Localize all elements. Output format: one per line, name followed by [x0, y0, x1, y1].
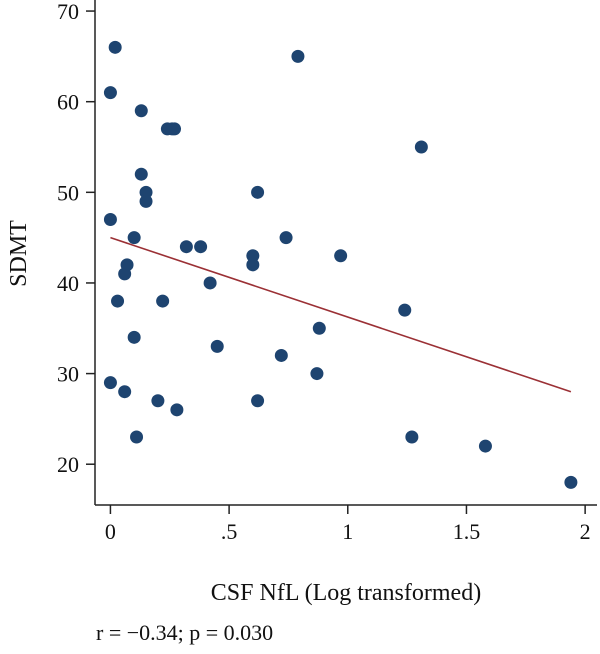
data-point	[405, 430, 419, 444]
data-point	[179, 240, 193, 254]
data-point	[103, 376, 117, 390]
data-point	[118, 385, 132, 399]
y-tick-label: 70	[57, 0, 79, 24]
data-point	[165, 122, 179, 136]
data-point	[246, 258, 260, 272]
data-point	[312, 321, 326, 335]
data-point	[398, 303, 412, 317]
axes	[94, 0, 597, 506]
data-point	[130, 430, 144, 444]
y-tick-label: 30	[57, 362, 79, 387]
data-point	[334, 249, 348, 263]
data-point	[274, 348, 288, 362]
data-point	[279, 231, 293, 245]
data-point	[564, 475, 578, 489]
y-tick-label: 50	[57, 180, 79, 205]
data-point	[127, 330, 141, 344]
data-point	[139, 185, 153, 199]
data-point	[291, 49, 305, 63]
y-tick-label: 40	[57, 271, 79, 296]
data-point	[478, 439, 492, 453]
y-tick-label: 60	[57, 90, 79, 115]
y-tick-label: 20	[57, 452, 79, 477]
regression-line	[110, 236, 572, 393]
data-point	[170, 403, 184, 417]
data-point	[210, 339, 224, 353]
data-point	[156, 294, 170, 308]
y-ticks: 20 30 40 50 60 70	[57, 0, 95, 477]
x-tick-label: 1	[342, 519, 353, 544]
data-point	[127, 231, 141, 245]
data-point	[108, 40, 122, 54]
data-point	[151, 394, 165, 408]
data-point	[103, 86, 117, 100]
data-point	[118, 267, 132, 281]
data-point	[111, 294, 125, 308]
data-point	[134, 104, 148, 118]
data-point	[246, 249, 260, 263]
data-point	[203, 276, 217, 290]
correlation-annotation: r = −0.34; p = 0.030	[96, 620, 273, 645]
data-points	[103, 40, 578, 489]
x-tick-label: 0	[105, 519, 116, 544]
x-axis-title: CSF NfL (Log transformed)	[211, 580, 481, 606]
x-tick-label: .5	[221, 519, 238, 544]
data-point	[134, 167, 148, 181]
x-tick-label: 2	[580, 519, 591, 544]
data-point	[103, 213, 117, 227]
data-point	[251, 185, 265, 199]
data-point	[310, 367, 324, 381]
data-point	[414, 140, 428, 154]
x-ticks: 0 .5 1 1.5 2	[105, 505, 591, 544]
data-point	[194, 240, 208, 254]
data-point	[251, 394, 265, 408]
data-point	[139, 194, 153, 208]
y-axis-title: SDMT	[6, 220, 32, 287]
x-tick-label: 1.5	[453, 519, 481, 544]
